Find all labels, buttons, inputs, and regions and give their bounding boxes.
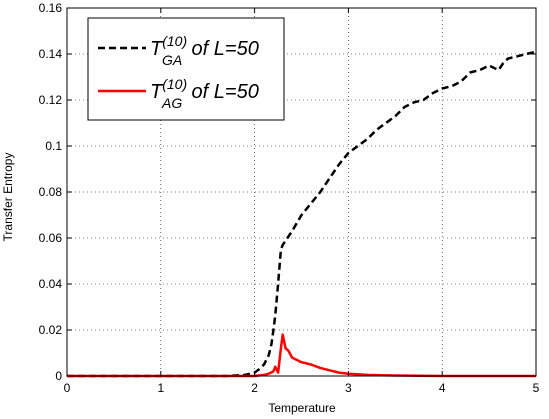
x-tick-label: 4 xyxy=(439,381,446,395)
series-line-ga xyxy=(67,50,537,378)
legend: T(10) GA of L=50 T(10) AG of L=50 xyxy=(87,17,285,121)
grid-lines xyxy=(67,8,536,376)
x-axis-title: Temperature xyxy=(268,401,336,415)
y-tick-label: 0.12 xyxy=(39,93,63,107)
y-tick-label: 0.04 xyxy=(39,277,63,291)
x-tick-label: 1 xyxy=(157,381,164,395)
legend-box xyxy=(87,17,285,121)
y-tick-label: 0 xyxy=(55,369,62,383)
x-tick-labels: 0 1 2 3 4 5 xyxy=(64,381,540,395)
y-tick-label: 0.08 xyxy=(39,185,63,199)
x-tick-label: 2 xyxy=(251,381,258,395)
series-layer xyxy=(67,50,537,378)
legend-label-ag: T(10) AG of L=50 xyxy=(150,76,259,111)
x-tick-label: 3 xyxy=(345,381,352,395)
y-tick-label: 0.16 xyxy=(39,1,63,15)
y-tick-label: 0.14 xyxy=(39,47,63,61)
y-tick-labels: 0 0.02 0.04 0.06 0.08 0.1 0.12 0.14 0.16 xyxy=(39,1,63,383)
y-tick-label: 0.06 xyxy=(39,231,63,245)
x-tick-label: 0 xyxy=(64,381,71,395)
x-tick-label: 5 xyxy=(533,381,540,395)
y-tick-label: 0.1 xyxy=(45,139,62,153)
axes-frame xyxy=(66,7,537,377)
series-line-ag xyxy=(67,333,536,378)
y-axis-title: Transfer Entropy xyxy=(1,153,15,242)
y-tick-label: 0.02 xyxy=(39,323,63,337)
legend-label-ga: T(10) GA of L=50 xyxy=(150,33,259,68)
